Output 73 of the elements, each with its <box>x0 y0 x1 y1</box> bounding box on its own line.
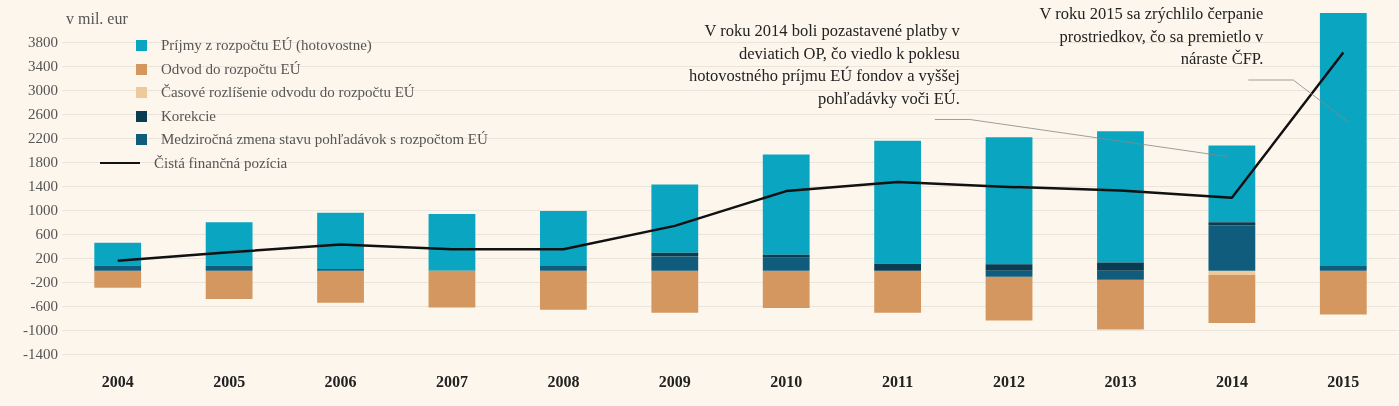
x-tick-label: 2005 <box>213 372 246 390</box>
legend-label: Odvod do rozpočtu EÚ <box>161 60 301 78</box>
y-tick-label: 600 <box>35 225 58 242</box>
legend-label: Korekcie <box>161 107 216 125</box>
bar <box>539 266 587 271</box>
bar <box>94 242 142 266</box>
bar <box>985 137 1033 265</box>
bar <box>651 256 699 271</box>
x-tick-label: 2014 <box>1215 372 1248 390</box>
bar <box>317 212 364 270</box>
x-tick-label: 2004 <box>101 372 134 390</box>
y-tick-label: 200 <box>35 249 58 266</box>
annotation: V roku 2015 sa zrýchlilo čerpanie prostriedkov, čo sa premietlo v náraste ČFP. <box>1039 4 1265 68</box>
annotation: V roku 2014 boli pozastavené platby v deviatich OP, čo viedlo k poklesu hotovostného príjmu EÚ fondov a vyššej pohľadávky voči EÚ. <box>689 21 961 108</box>
bar <box>317 270 364 303</box>
bar <box>428 270 476 308</box>
y-axis-title: v mil. eur <box>66 10 129 27</box>
bar <box>762 270 810 309</box>
bar <box>762 257 810 271</box>
y-tick-label: 1400 <box>28 177 58 194</box>
bar <box>1208 145 1256 223</box>
y-tick-label: 3000 <box>28 81 58 98</box>
x-tick-label: 2009 <box>658 372 691 390</box>
x-tick-label: 2007 <box>435 372 468 390</box>
x-tick-label: 2008 <box>547 372 580 390</box>
y-tick-label: 1000 <box>28 201 58 218</box>
bar <box>1319 13 1367 267</box>
bar <box>651 184 699 253</box>
bar <box>205 265 253 271</box>
y-tick-label: -1400 <box>23 345 58 362</box>
bar <box>1097 270 1144 280</box>
bar <box>539 270 587 310</box>
bar <box>985 276 1033 321</box>
bar <box>94 270 142 288</box>
bar <box>205 270 253 300</box>
bar <box>1097 262 1144 271</box>
x-tick-label: 2010 <box>770 372 803 390</box>
x-tick-label: 2012 <box>993 372 1026 390</box>
bar <box>205 222 253 266</box>
y-tick-label: 3400 <box>28 57 58 74</box>
bar <box>874 263 922 271</box>
x-tick-label: 2013 <box>1104 372 1137 390</box>
y-tick-label: 1800 <box>28 153 58 170</box>
bar <box>1319 270 1367 315</box>
y-tick-label: -200 <box>30 273 58 290</box>
y-tick-label: 2600 <box>28 105 58 122</box>
y-tick-label: 2200 <box>28 129 58 146</box>
y-tick-label: -1000 <box>23 321 58 338</box>
bar <box>985 270 1033 277</box>
bar <box>539 210 587 267</box>
legend-label: Čistá finančná pozícia <box>154 154 288 172</box>
bar <box>428 213 476 271</box>
y-tick-label: -600 <box>30 297 58 314</box>
y-tick-label: 3800 <box>28 33 58 50</box>
bar <box>1097 131 1144 263</box>
bar <box>651 270 699 313</box>
bar <box>874 140 922 264</box>
bar <box>1319 266 1367 271</box>
legend-label: Časové rozlíšenie odvodu do rozpočtu EÚ <box>161 84 415 102</box>
bar <box>762 154 810 255</box>
bar <box>985 264 1033 271</box>
x-tick-label: 2006 <box>324 372 357 390</box>
bar <box>1097 279 1144 330</box>
bar <box>1208 274 1256 324</box>
x-tick-label: 2015 <box>1327 372 1360 390</box>
legend-label: Príjmy z rozpočtu EÚ (hotovostne) <box>161 37 372 55</box>
bar <box>762 254 810 258</box>
bar <box>1208 222 1256 226</box>
bar <box>94 265 142 271</box>
legend-label: Medziročná zmena stavu pohľadávok s rozpočtom EÚ <box>161 131 488 149</box>
bar <box>1208 225 1256 271</box>
x-tick-label: 2011 <box>882 372 914 390</box>
bar <box>874 270 922 313</box>
